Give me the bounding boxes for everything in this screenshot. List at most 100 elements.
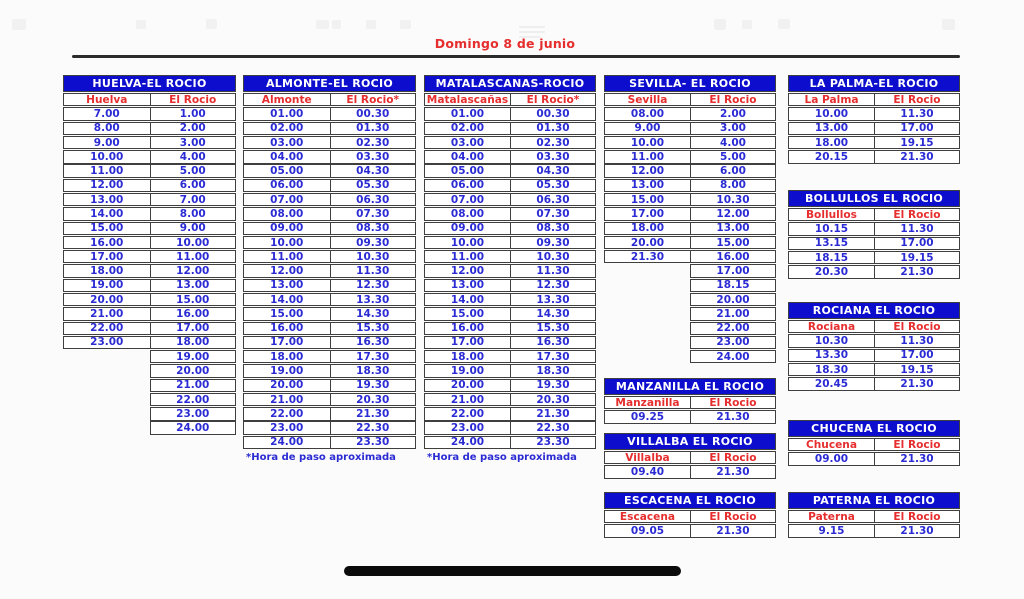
departure-time-cell: 09.25 [630,411,665,423]
timetable-row: 13.15 17.00 [788,236,960,250]
arrival-time-cell: 3.00 [690,122,775,134]
timetable-row: 20.15 21.30 [788,150,960,164]
departure-time-cell: 13.30 [814,349,849,361]
departure-time-cell: 9.15 [818,525,845,537]
timetable-row: 08.00 07.30 [424,207,596,221]
timetable-row: 13.00 7.00 [63,192,236,207]
timetable-row: 14.00 13.30 [243,292,416,307]
departure-time-cell: 11.00 [90,165,124,177]
timetable-row: 21.00 20.30 [243,392,416,407]
arrival-time-cell: 14.30 [329,308,416,320]
timetable-row: 05.00 04.30 [424,164,596,178]
destination-column-header: El Rocio [874,511,959,523]
arrival-time-cell: 17.00 [874,237,959,249]
table-column-header-row: Huelva El Rocio [63,93,236,107]
destination-column-header: El Rocio* [329,94,416,106]
timetable-row: 22.00 [63,392,236,407]
arrival-time-cell: 00.30 [329,108,416,120]
departure-time-cell: 09.40 [630,466,665,478]
arrival-time-cell: 08.30 [329,222,416,234]
departure-time-cell: 16.00 [450,322,485,334]
timetable-row: 05.00 04.30 [243,164,416,178]
arrival-time-cell: 06.30 [329,193,416,206]
departure-time-cell: 7.00 [93,108,120,120]
arrival-time-cell: 5.00 [149,165,236,177]
departure-time-cell: 17.00 [90,251,124,263]
departure-time-cell: 16.00 [90,236,124,249]
arrival-time-cell: 13.00 [149,279,236,292]
arrival-time-cell: 07.30 [329,208,416,220]
page-title: Domingo 8 de junio [434,36,576,51]
timetable-row: 09.25 21.30 [604,410,776,424]
departure-time-cell: 21.00 [450,393,485,406]
timetable-row: 09.05 21.30 [604,524,776,538]
arrival-time-cell: 19.15 [874,136,959,149]
arrival-time-cell: 19.30 [329,379,416,392]
timetable-row: 12.00 11.30 [424,264,596,278]
destination-column-header: El Rocio [149,94,236,106]
departure-time-cell: 12.00 [90,179,124,192]
departure-time-cell: 10.30 [814,335,849,347]
arrival-time-cell: 21.30 [874,525,959,537]
home-indicator [344,566,681,576]
departure-time-cell: 20.00 [450,379,485,392]
timetable-row: 24.00 [63,421,236,435]
destination-column-header: El Rocio [690,452,775,464]
table-chucena-el-rocio: CHUCENA EL ROCIO Chucena El Rocio 09.00 21.3… [788,420,960,467]
destination-column-header: El Rocio [874,439,959,451]
arrival-time-cell: 1.00 [149,108,236,120]
timetable-row: 09.00 21.30 [788,452,960,466]
destination-column-header: El Rocio [874,321,959,333]
timetable-row: 7.00 1.00 [63,107,236,121]
timetable-row: 10.00 4.00 [604,135,776,150]
timetable-row: 15.00 10.30 [604,192,776,207]
timetable-row: 11.00 10.30 [243,250,416,264]
origin-column-header: Sevilla [627,94,668,106]
departure-time-cell: 9.00 [634,122,661,134]
timetable-row: 20.00 [604,292,776,307]
table-title: MANZANILLA EL ROCIO [604,378,776,395]
arrival-time-cell: 21.00 [690,307,776,321]
timetable-row: 01.00 00.30 [424,107,596,121]
timetable-row: 18.00 13.00 [604,221,776,235]
arrival-time-cell: 08.30 [510,222,595,234]
arrival-time-cell: 18.15 [690,278,776,293]
departure-time-cell: 22.00 [270,408,304,420]
departure-time-cell: 13.00 [90,193,124,206]
arrival-time-cell: 02.30 [510,136,595,149]
timetable-row: 9.00 3.00 [604,121,776,135]
arrival-time-cell: 21.30 [510,408,595,420]
timetable-row: 24.00 23.30 [424,435,596,450]
arrival-time-cell: 20.30 [329,393,416,406]
timetable-row: 09.00 08.30 [424,221,596,235]
timetable-row: 09.00 08.30 [243,221,416,235]
arrival-time-cell: 03.30 [329,151,416,163]
departure-time-cell: 22.00 [90,322,124,334]
timetable-row: 21.00 20.30 [424,392,596,407]
timetable-row: 18.15 19.15 [788,250,960,265]
table-column-header-row: La Palma El Rocio [788,93,960,107]
arrival-time-cell: 3.00 [149,136,236,149]
arrival-time-cell: 00.30 [510,108,595,120]
timetable-row: 04.00 03.30 [243,150,416,164]
timetable-row: 16.00 10.00 [63,235,236,250]
timetable-row: 11.00 5.00 [63,164,236,178]
arrival-time-cell: 19.30 [510,379,595,392]
timetable-row: 12.00 6.00 [63,178,236,193]
ghost-toolbar-icon [136,20,146,29]
departure-time-cell: 12.00 [630,165,665,177]
timetable-row: 20.00 15.00 [604,235,776,250]
origin-column-header: Paterna [808,511,855,523]
arrival-time-cell: 12.30 [510,279,595,292]
timetable-row: 11.00 10.30 [424,250,596,264]
table-title: ALMONTE-EL ROCIO [243,75,416,92]
origin-column-header: Manzanilla [615,397,680,409]
arrival-time-cell: 11.30 [510,265,595,277]
table-column-header-row: Almonte El Rocio* [243,93,416,107]
ghost-menu-icon [519,36,541,39]
departure-time-cell: 11.00 [450,251,485,263]
arrival-time-cell: 19.15 [874,363,959,376]
departure-time-cell: 12.00 [450,265,485,277]
timetable-row: 18.30 19.15 [788,362,960,377]
arrival-time-cell: 09.30 [329,236,416,249]
